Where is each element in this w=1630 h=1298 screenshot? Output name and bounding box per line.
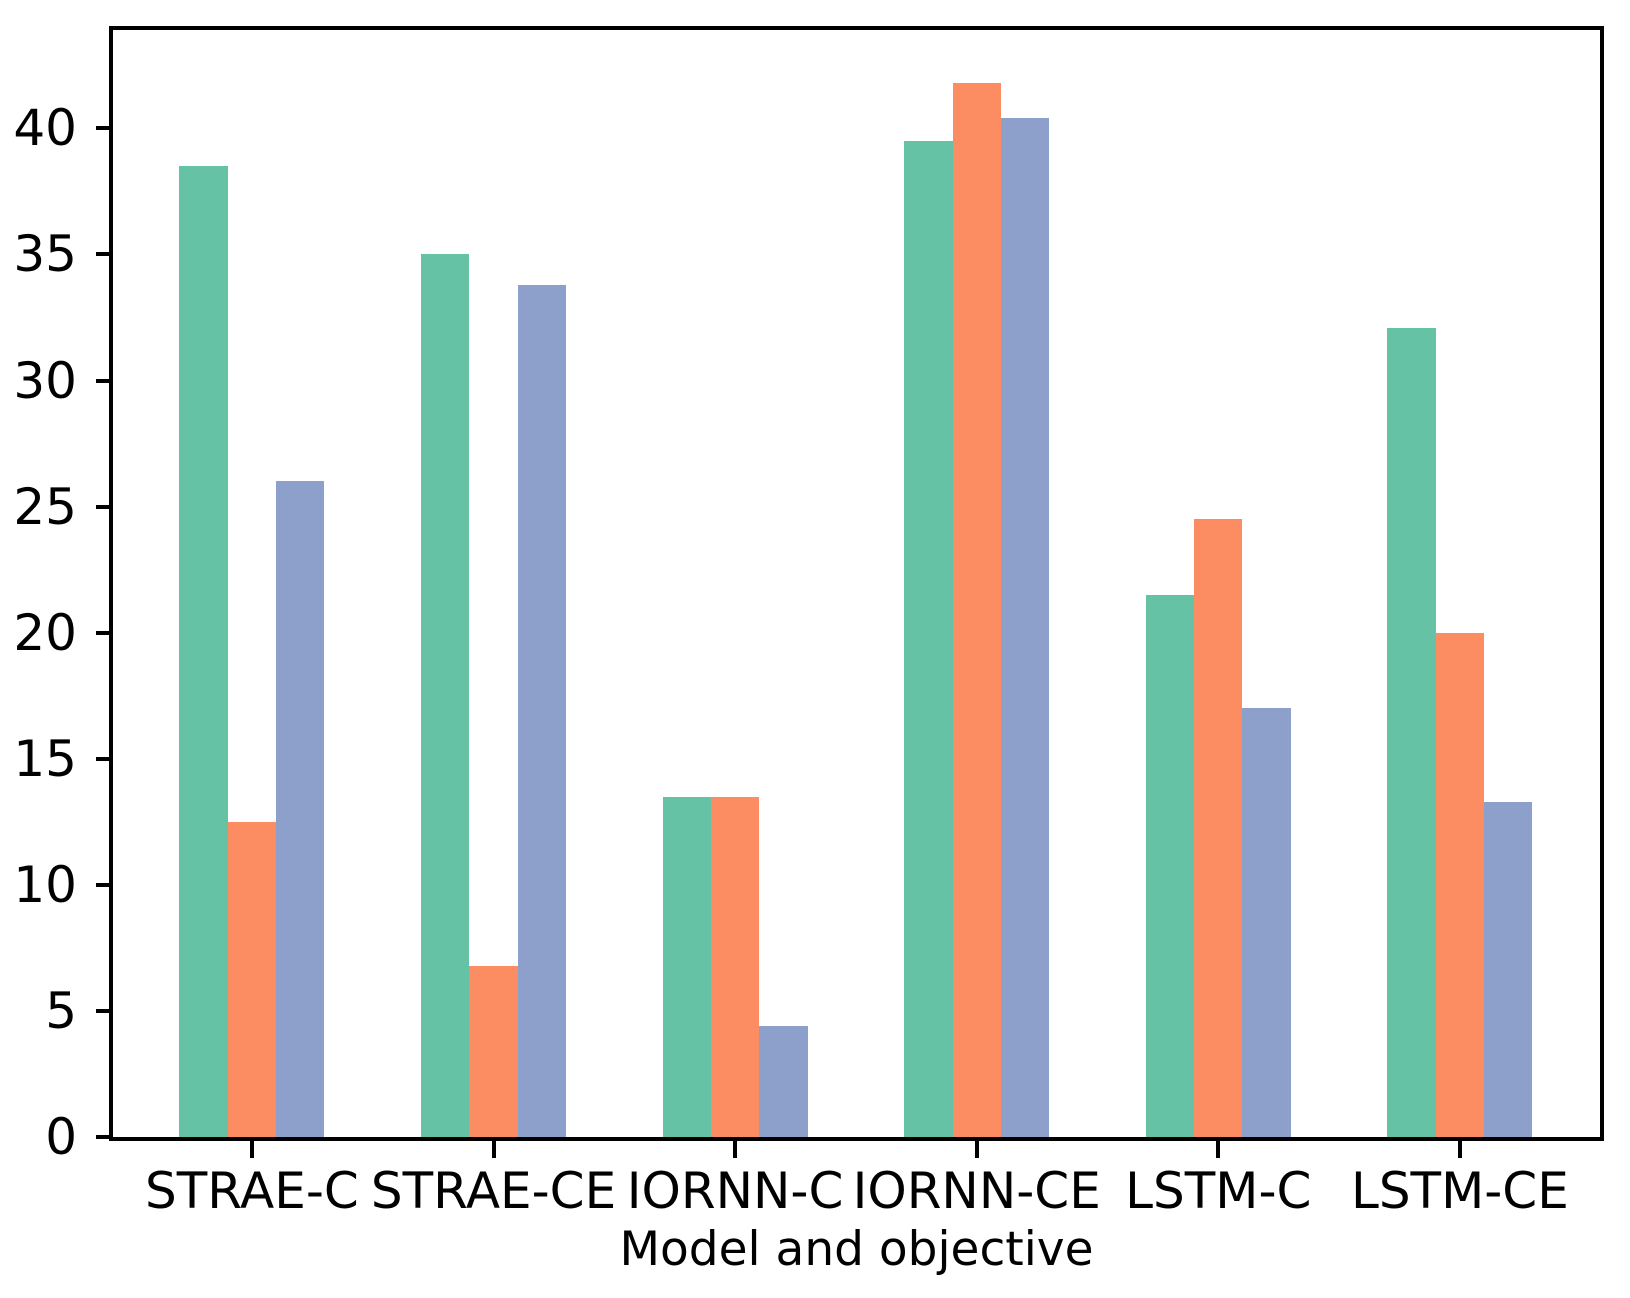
- y-tick-label: 15: [13, 729, 77, 788]
- y-tick-label: 10: [13, 855, 77, 914]
- y-tick-mark: [96, 504, 113, 509]
- bar-STRAE-C-series-orange: [227, 821, 277, 1137]
- x-tick-label: STRAE-CE: [370, 1162, 617, 1220]
- x-tick-mark: [974, 1141, 979, 1158]
- bar-IORNN-C-series-orange: [710, 796, 760, 1137]
- bar-STRAE-CE-series-orange: [469, 965, 518, 1137]
- bar-STRAE-C-series-blue: [276, 481, 325, 1137]
- x-tick-mark: [1457, 1141, 1462, 1158]
- x-tick-label: IORNN-C: [626, 1162, 844, 1220]
- y-tick-mark: [96, 1135, 113, 1139]
- bar-STRAE-CE-series-green: [421, 254, 470, 1137]
- x-tick-mark: [1216, 1141, 1221, 1158]
- bar-IORNN-CE-series-green: [904, 140, 953, 1137]
- y-tick-label: 35: [13, 225, 77, 284]
- bar-IORNN-CE-series-blue: [1000, 118, 1050, 1137]
- x-tick-label: LSTM-CE: [1350, 1162, 1569, 1220]
- x-tick-label: STRAE-C: [145, 1162, 359, 1220]
- x-tick-label: LSTM-C: [1125, 1162, 1312, 1220]
- plot-area: 0 5 10 15 20 25 30 35 40 STRAE-C STRAE-CE IORNN-C IO…: [13, 26, 1604, 1275]
- bar-IORNN-CE-series-orange: [952, 82, 1001, 1137]
- bar-LSTM-C-series-blue: [1242, 708, 1291, 1137]
- bar-STRAE-CE-series-blue: [517, 284, 566, 1137]
- y-tick-mark: [96, 378, 113, 383]
- x-tick-label: IORNN-CE: [852, 1162, 1101, 1220]
- y-tick-label: 20: [13, 603, 77, 662]
- x-axis-label: Model and objective: [619, 1222, 1094, 1277]
- bar-LSTM-C-series-green: [1145, 594, 1195, 1137]
- bar-IORNN-C-series-blue: [759, 1026, 808, 1137]
- y-tick-label: 0: [45, 1108, 77, 1166]
- y-tick-mark: [96, 882, 113, 887]
- bar-IORNN-C-series-green: [662, 796, 711, 1137]
- y-tick-label: 25: [13, 477, 77, 536]
- x-tick-mark: [249, 1141, 254, 1158]
- bar-LSTM-CE-series-green: [1387, 327, 1436, 1137]
- bar-LSTM-CE-series-orange: [1435, 632, 1485, 1137]
- x-tick-mark: [733, 1141, 738, 1158]
- y-tick-label: 5: [45, 981, 77, 1040]
- y-tick-mark: [96, 630, 113, 635]
- y-tick-mark: [96, 126, 113, 131]
- y-tick-mark: [96, 1008, 113, 1013]
- bar-LSTM-C-series-orange: [1194, 519, 1243, 1137]
- y-tick-label: 40: [13, 99, 77, 158]
- y-tick-mark: [96, 756, 113, 761]
- bar-STRAE-C-series-green: [179, 166, 228, 1137]
- bar-LSTM-CE-series-blue: [1484, 801, 1533, 1137]
- y-tick-mark: [96, 252, 113, 257]
- y-tick-label: 30: [13, 351, 77, 410]
- plot-inner: 0 5 10 15 20 25 30 35 40 STRAE-C STRAE-CE IORNN-C IO…: [13, 30, 1600, 1218]
- x-tick-mark: [491, 1141, 496, 1158]
